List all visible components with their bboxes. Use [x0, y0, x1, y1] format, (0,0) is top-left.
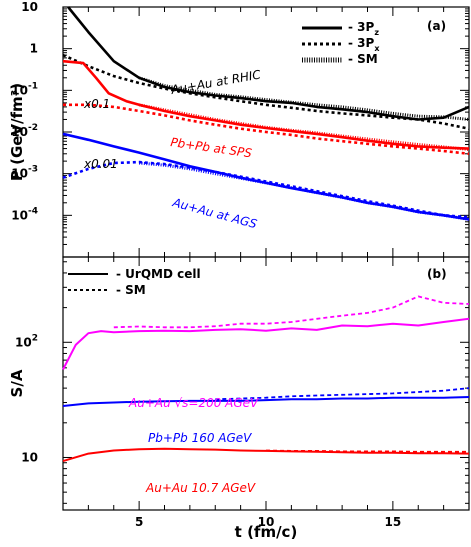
annotation: Au+Au √s=200 AGeV	[128, 396, 259, 410]
series-line-rhic-3pz	[67, 6, 470, 121]
y-tick-label: 10	[21, 0, 38, 14]
y-tick-label: 10-1	[11, 81, 38, 97]
legend-label-text: - SM	[116, 283, 146, 297]
legend-label: - 3Px	[348, 36, 380, 53]
legend-label: - SM	[116, 283, 146, 297]
y-tick-exp: 2	[32, 333, 38, 343]
annotation: x0.01	[83, 157, 118, 171]
annotation: Pb+Pb at SPS	[170, 135, 253, 160]
legend-label-text: - 3P	[348, 36, 375, 50]
legend-label-text: - 3P	[348, 20, 375, 34]
series-line-200-agev-sm	[113, 295, 470, 329]
legend-label: - 3Pz	[348, 20, 379, 37]
y-tick-label: 1	[30, 42, 38, 56]
y-tick-label: 10-3	[11, 165, 38, 181]
x-axis-label: t (fm/c)	[235, 523, 298, 541]
x-tick-label: 10	[258, 515, 275, 529]
series-line-200-agev-urqmd-cell	[62, 317, 470, 370]
y-tick-label: 10-2	[11, 123, 38, 139]
y-tick-base: 10	[21, 450, 38, 464]
y-tick-label: 10	[21, 450, 38, 464]
y-tick-base: 10	[11, 125, 28, 139]
y-tick-base: 10	[15, 335, 32, 349]
y-tick-base: 10	[11, 208, 28, 222]
y-axis-label: P (GeV/fm³)	[8, 83, 26, 181]
legend-label-sub: z	[374, 28, 379, 37]
series-line-ags-3px	[62, 160, 470, 219]
y-tick-base: 10	[21, 0, 38, 14]
y-tick-base: 10	[11, 167, 28, 181]
y-tick-exp: -2	[28, 123, 38, 133]
legend-label-text: - SM	[348, 52, 378, 66]
panel-label: (b)	[427, 267, 447, 281]
series-line-160-agev-sm	[215, 387, 470, 401]
annotation: Au+Au at AGS	[170, 195, 259, 231]
series-line-160-agev-urqmd-cell	[62, 396, 470, 407]
legend-label: - SM	[348, 52, 378, 66]
y-axis-label: S/A	[8, 369, 26, 397]
y-tick-exp: -1	[28, 81, 38, 91]
series-line-sps-sm	[138, 103, 470, 151]
series-line-ags-sm	[138, 161, 470, 221]
annotation: Pb+Pb 160 AGeV	[148, 431, 252, 445]
series-line-rhic-3px	[62, 53, 470, 130]
legend-label-sub: x	[374, 44, 380, 53]
y-tick-label: 102	[15, 333, 38, 349]
series-line-10-7-agev-sm	[265, 449, 469, 453]
annotation: Au+Au at RHIC	[169, 67, 262, 97]
legend-label-text: - UrQMD cell	[116, 267, 201, 281]
x-tick-label: 15	[385, 515, 402, 529]
series-line-sps-3px	[63, 103, 470, 156]
panel-label: (a)	[427, 19, 446, 33]
y-tick-label: 10-4	[11, 206, 38, 222]
y-tick-base: 10	[11, 83, 28, 97]
y-tick-base: 1	[30, 42, 38, 56]
x-tick-label: 5	[135, 515, 143, 529]
y-tick-exp: -4	[28, 206, 38, 216]
annotation: x0.1	[83, 97, 110, 111]
y-tick-exp: -3	[28, 165, 38, 175]
annotation: Au+Au 10.7 AGeV	[145, 481, 256, 495]
legend-label: - UrQMD cell	[116, 267, 201, 281]
